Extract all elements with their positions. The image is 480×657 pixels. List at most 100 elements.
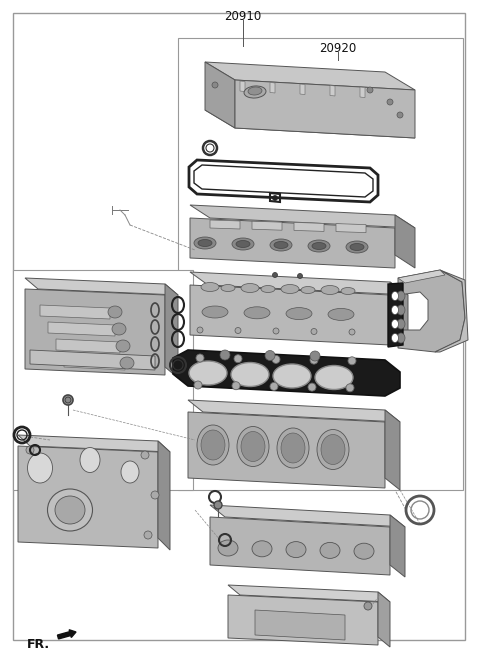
Polygon shape bbox=[25, 289, 165, 375]
Ellipse shape bbox=[392, 319, 398, 328]
Circle shape bbox=[346, 384, 354, 392]
Ellipse shape bbox=[244, 86, 266, 98]
Polygon shape bbox=[173, 350, 400, 396]
Bar bbox=[178, 38, 463, 490]
Ellipse shape bbox=[202, 306, 228, 318]
Ellipse shape bbox=[197, 425, 229, 465]
Circle shape bbox=[349, 329, 355, 335]
Ellipse shape bbox=[241, 284, 259, 292]
Polygon shape bbox=[300, 84, 305, 95]
Ellipse shape bbox=[80, 447, 100, 472]
Polygon shape bbox=[228, 585, 390, 602]
Ellipse shape bbox=[346, 241, 368, 253]
Ellipse shape bbox=[232, 238, 254, 250]
Polygon shape bbox=[210, 517, 390, 575]
Ellipse shape bbox=[301, 286, 315, 294]
Polygon shape bbox=[378, 592, 390, 647]
Polygon shape bbox=[205, 110, 415, 138]
Ellipse shape bbox=[252, 541, 272, 556]
Polygon shape bbox=[390, 515, 405, 577]
Circle shape bbox=[272, 355, 280, 363]
Circle shape bbox=[273, 273, 277, 277]
Ellipse shape bbox=[350, 244, 364, 250]
Polygon shape bbox=[48, 322, 115, 336]
Ellipse shape bbox=[286, 307, 312, 319]
Ellipse shape bbox=[27, 453, 52, 483]
Circle shape bbox=[273, 328, 279, 334]
Polygon shape bbox=[235, 80, 415, 138]
Ellipse shape bbox=[201, 430, 225, 460]
Circle shape bbox=[151, 491, 159, 499]
Ellipse shape bbox=[189, 361, 227, 385]
Ellipse shape bbox=[221, 284, 235, 292]
Circle shape bbox=[26, 446, 34, 454]
Ellipse shape bbox=[286, 541, 306, 558]
Circle shape bbox=[235, 327, 241, 334]
Circle shape bbox=[364, 602, 372, 610]
Ellipse shape bbox=[198, 240, 212, 246]
FancyArrow shape bbox=[58, 630, 76, 639]
Ellipse shape bbox=[392, 292, 398, 300]
Polygon shape bbox=[388, 283, 403, 347]
Ellipse shape bbox=[392, 306, 398, 315]
Circle shape bbox=[310, 356, 318, 364]
Ellipse shape bbox=[270, 239, 292, 251]
Polygon shape bbox=[210, 220, 240, 229]
Circle shape bbox=[212, 82, 218, 88]
Polygon shape bbox=[252, 221, 282, 230]
Polygon shape bbox=[56, 339, 120, 353]
Polygon shape bbox=[190, 272, 408, 295]
Ellipse shape bbox=[121, 461, 139, 483]
Polygon shape bbox=[390, 282, 408, 348]
Ellipse shape bbox=[397, 305, 405, 315]
Ellipse shape bbox=[354, 543, 374, 559]
Polygon shape bbox=[158, 441, 170, 550]
Ellipse shape bbox=[231, 363, 269, 386]
Ellipse shape bbox=[328, 308, 354, 321]
Ellipse shape bbox=[248, 87, 262, 95]
Circle shape bbox=[141, 451, 149, 459]
Circle shape bbox=[308, 383, 316, 391]
Polygon shape bbox=[398, 270, 445, 283]
Circle shape bbox=[270, 382, 278, 390]
Ellipse shape bbox=[116, 340, 130, 352]
Ellipse shape bbox=[261, 286, 275, 292]
Circle shape bbox=[194, 381, 202, 389]
Polygon shape bbox=[30, 350, 155, 370]
Polygon shape bbox=[210, 505, 405, 527]
Polygon shape bbox=[18, 435, 170, 452]
Ellipse shape bbox=[244, 307, 270, 319]
Polygon shape bbox=[165, 284, 178, 378]
Ellipse shape bbox=[194, 237, 216, 249]
Polygon shape bbox=[18, 446, 158, 548]
Ellipse shape bbox=[236, 240, 250, 248]
Ellipse shape bbox=[277, 428, 309, 468]
Ellipse shape bbox=[321, 434, 345, 464]
Ellipse shape bbox=[317, 430, 349, 470]
Polygon shape bbox=[270, 83, 275, 93]
Polygon shape bbox=[25, 278, 178, 295]
Polygon shape bbox=[190, 218, 395, 268]
Text: 20920: 20920 bbox=[319, 42, 357, 55]
Ellipse shape bbox=[281, 433, 305, 463]
Polygon shape bbox=[64, 356, 125, 370]
Ellipse shape bbox=[397, 291, 405, 301]
Circle shape bbox=[214, 501, 222, 509]
Circle shape bbox=[234, 355, 242, 363]
Circle shape bbox=[197, 327, 203, 333]
Ellipse shape bbox=[392, 334, 398, 342]
Polygon shape bbox=[330, 85, 335, 96]
Polygon shape bbox=[188, 412, 385, 488]
Text: 20910: 20910 bbox=[224, 10, 262, 23]
Polygon shape bbox=[228, 595, 378, 645]
Circle shape bbox=[63, 395, 73, 405]
Polygon shape bbox=[240, 81, 245, 91]
Polygon shape bbox=[205, 62, 415, 90]
Circle shape bbox=[310, 351, 320, 361]
Circle shape bbox=[298, 273, 302, 279]
Circle shape bbox=[196, 354, 204, 362]
Circle shape bbox=[367, 87, 373, 93]
Text: FR.: FR. bbox=[27, 638, 50, 651]
Circle shape bbox=[144, 531, 152, 539]
Polygon shape bbox=[336, 223, 366, 233]
